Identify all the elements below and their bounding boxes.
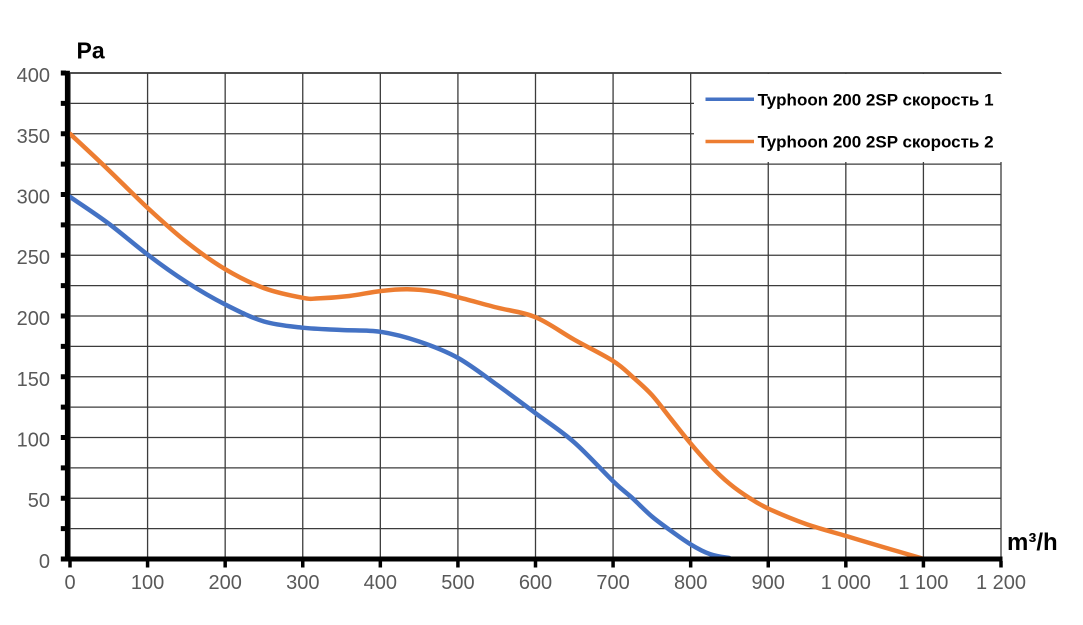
svg-text:300: 300 [17, 187, 50, 209]
svg-text:350: 350 [17, 126, 50, 148]
svg-text:200: 200 [17, 308, 50, 330]
svg-text:0: 0 [39, 551, 50, 573]
svg-text:900: 900 [752, 572, 785, 594]
svg-text:1 200: 1 200 [976, 572, 1026, 594]
svg-text:50: 50 [28, 490, 50, 512]
svg-text:Typhoon 200 2SP скорость 2: Typhoon 200 2SP скорость 2 [758, 133, 994, 152]
svg-text:Typhoon 200 2SP скорость 1: Typhoon 200 2SP скорость 1 [758, 90, 994, 109]
svg-text:400: 400 [364, 572, 397, 594]
svg-text:700: 700 [596, 572, 629, 594]
svg-text:m³/h: m³/h [1007, 529, 1058, 556]
svg-text:250: 250 [17, 247, 50, 269]
svg-text:300: 300 [286, 572, 319, 594]
svg-text:0: 0 [64, 572, 75, 594]
svg-text:1 100: 1 100 [898, 572, 948, 594]
svg-text:600: 600 [519, 572, 552, 594]
svg-text:400: 400 [17, 65, 50, 87]
svg-text:100: 100 [17, 430, 50, 452]
svg-text:Pa: Pa [77, 38, 105, 64]
svg-text:200: 200 [209, 572, 242, 594]
svg-text:800: 800 [674, 572, 707, 594]
svg-text:500: 500 [441, 572, 474, 594]
svg-text:100: 100 [131, 572, 164, 594]
svg-text:1 000: 1 000 [821, 572, 871, 594]
svg-text:150: 150 [17, 369, 50, 391]
